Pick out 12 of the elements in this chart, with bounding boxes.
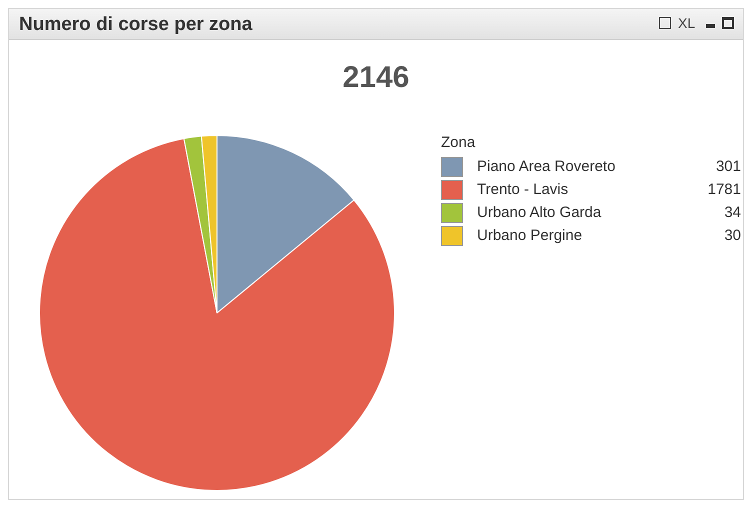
data-label: 1781 xyxy=(708,181,741,198)
data-label: 301 xyxy=(716,158,741,175)
data-label: 34 xyxy=(724,204,741,221)
legend-label: Trento - Lavis xyxy=(477,181,570,198)
legend-label: Piano Area Rovereto xyxy=(477,158,616,175)
chart-title: Numero di corse per zona xyxy=(19,14,252,36)
legend-label: Urbano Alto Garda xyxy=(477,204,602,221)
data-label: 30 xyxy=(724,227,741,244)
legend-title: Zona xyxy=(441,134,476,151)
legend-label: Urbano Pergine xyxy=(477,227,584,244)
text: XL xyxy=(678,15,696,31)
chart-subtitle: 2146 xyxy=(342,61,410,95)
